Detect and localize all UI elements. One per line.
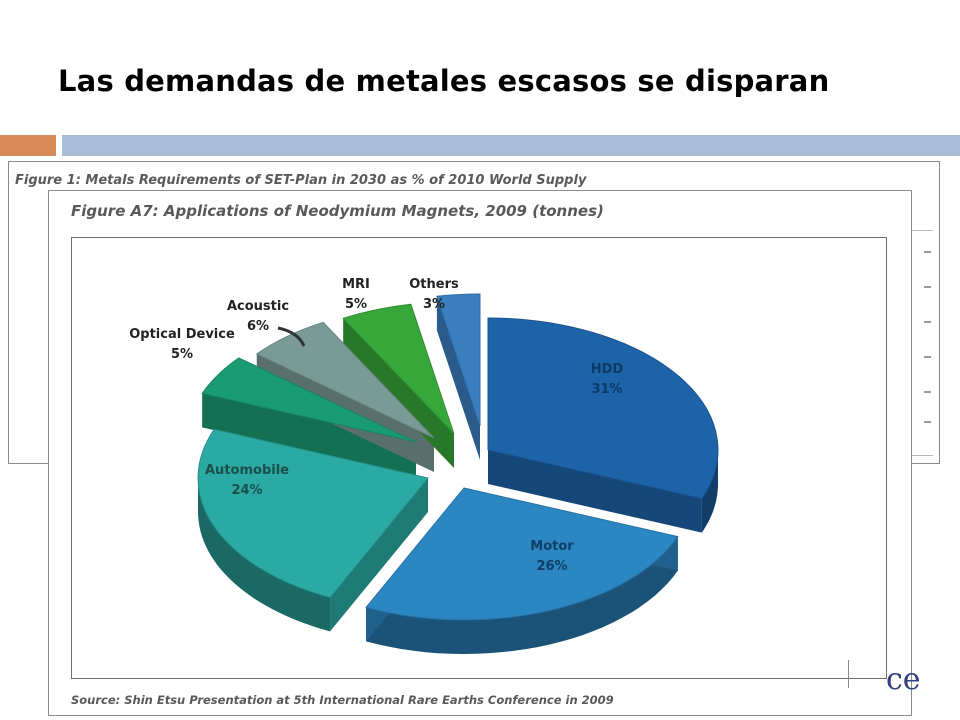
axis-tick (924, 391, 931, 393)
pie-slice-mri (342, 303, 455, 435)
logo-divider (848, 660, 849, 688)
pie-slice-acoustic (255, 321, 435, 439)
pie-label-optical-device: Optical Device (129, 327, 235, 342)
pie-label-others: Others (409, 277, 459, 292)
logo-text: ce (886, 662, 921, 697)
axis-tick (924, 421, 931, 423)
axis-tick (924, 286, 931, 288)
pie-slice-others (436, 293, 481, 427)
pie-slice-edge (436, 296, 480, 460)
pie-value-optical-device: 5% (171, 347, 193, 362)
pie-slice-side-automobile (198, 478, 331, 632)
pie-slice-hdd (487, 317, 719, 500)
accent-bar-orange (0, 135, 56, 156)
pie-slice-automobile (197, 428, 429, 598)
pie-value-automobile: 24% (231, 483, 262, 498)
pie-slice-edge (202, 393, 416, 476)
axis-tick (924, 356, 931, 358)
pie-slice-motor (365, 487, 679, 621)
leader-line-acoustic (277, 326, 306, 347)
pie-value-motor: 26% (536, 559, 567, 574)
pie-label-hdd: HDD (591, 362, 624, 377)
chart-title: Figure A7: Applications of Neodymium Mag… (71, 202, 604, 220)
pie-label-mri: MRI (342, 277, 370, 292)
pie-value-others: 3% (423, 297, 445, 312)
pie-slice-edge (488, 450, 702, 533)
pie-slice-edge (330, 478, 428, 632)
slide-title: Las demandas de metales escasos se dispa… (58, 64, 830, 98)
pie-label-automobile: Automobile (205, 463, 289, 478)
pie-slices (197, 293, 719, 621)
accent-bar-blue (62, 135, 960, 156)
pie-labels: HDD 31% Motor 26% Automobile 24% Optical Devic… (129, 277, 623, 574)
axis-tick (924, 321, 931, 323)
pie-slice-side-motor (366, 536, 678, 654)
background-figure-title: Figure 1: Metals Requirements of SET-Pla… (15, 173, 587, 188)
pie-label-motor: Motor (530, 539, 574, 554)
pie-slice-side-hdd (701, 450, 718, 533)
pie-chart: HDD 31% Motor 26% Automobile 24% Optical Devic… (129, 277, 719, 654)
pie-value-hdd: 31% (591, 382, 622, 397)
pie-value-mri: 5% (345, 297, 367, 312)
axis-tick (924, 251, 931, 253)
chart-source: Source: Shin Etsu Presentation at 5th In… (71, 693, 614, 707)
pie-label-acoustic: Acoustic (227, 299, 289, 314)
pie-slice-optical-device (201, 357, 417, 443)
pie-value-acoustic: 6% (247, 319, 269, 334)
pie-chart-area: HDD 31% Motor 26% Automobile 24% Optical Devic… (71, 237, 887, 679)
front-figure: Figure A7: Applications of Neodymium Mag… (48, 190, 912, 716)
